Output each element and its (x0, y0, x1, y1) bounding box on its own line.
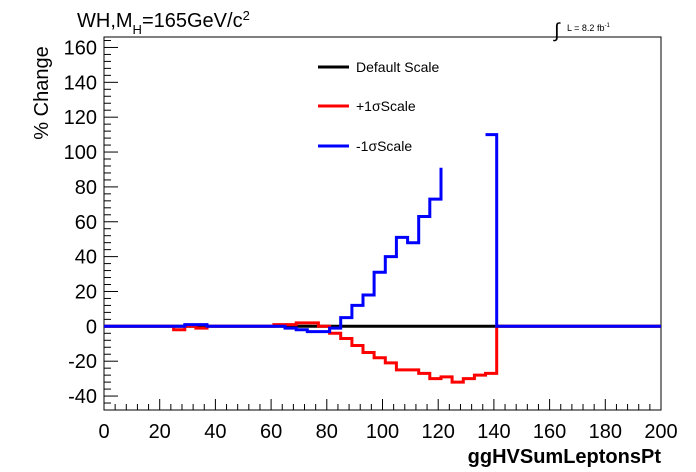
y-tick-label: 80 (75, 177, 97, 199)
x-tick-label: 80 (316, 421, 338, 443)
y-axis-label: % Change (31, 46, 53, 139)
x-tick-label: 180 (589, 421, 622, 443)
y-axis-ticks: -40 -20 0 20 40 60 80 100 120 140 160 (64, 37, 118, 411)
data-series (104, 133, 661, 384)
y-tick-label: 0 (86, 316, 97, 338)
x-tick-label: 0 (98, 421, 109, 443)
x-tick-label: 200 (644, 421, 677, 443)
y-tick-label: -40 (68, 386, 97, 408)
legend-label-minus: -1σScale (356, 138, 412, 154)
x-tick-label: 140 (477, 421, 510, 443)
y-tick-label: 60 (75, 212, 97, 234)
series-line-2 (104, 133, 661, 334)
x-axis-label: ggHVSumLeptonsPt (468, 446, 662, 468)
chart-title: WH,MH=165GeV/c2 (77, 8, 250, 37)
x-tick-label: 120 (422, 421, 455, 443)
x-tick-label: 100 (366, 421, 399, 443)
plot-frame (103, 36, 662, 411)
y-tick-label: 120 (64, 107, 97, 129)
y-tick-label: -20 (68, 351, 97, 373)
x-tick-label: 60 (260, 421, 282, 443)
legend-label-default: Default Scale (356, 59, 439, 75)
y-tick-label: 160 (64, 37, 97, 59)
y-tick-label: 140 (64, 72, 97, 94)
x-axis-ticks: 0 20 40 60 80 100 120 140 160 180 200 (98, 399, 678, 443)
lumi-integral-symbol: ∫ (553, 20, 561, 42)
legend-label-plus: +1σScale (356, 98, 416, 114)
series-line-1 (104, 321, 661, 384)
x-tick-label: 40 (204, 421, 226, 443)
legend: Default Scale +1σScale -1σScale (318, 59, 439, 154)
y-tick-label: 100 (64, 142, 97, 164)
x-tick-label: 20 (149, 421, 171, 443)
y-tick-label: 20 (75, 281, 97, 303)
y-tick-label: 40 (75, 247, 97, 269)
lumi-label: L = 8.2 fb-1 (567, 23, 610, 33)
x-tick-label: 160 (533, 421, 566, 443)
